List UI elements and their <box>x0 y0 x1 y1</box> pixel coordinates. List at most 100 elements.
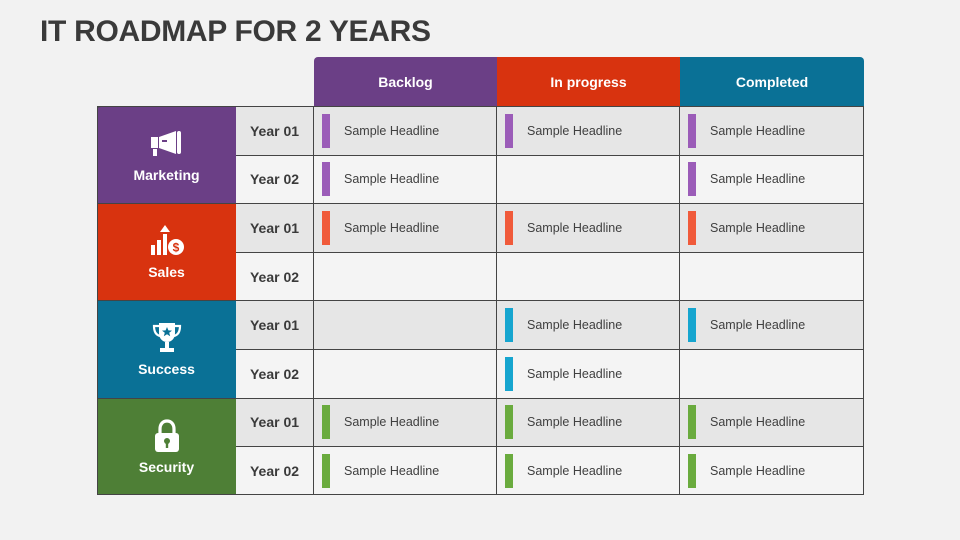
headline-item: Sample Headline <box>505 204 622 252</box>
roadmap-cell <box>314 251 497 301</box>
roadmap-cell <box>680 349 864 398</box>
headline-item: Sample Headline <box>505 350 622 398</box>
year-label: Year 02 <box>236 154 314 204</box>
status-bar <box>505 453 513 488</box>
status-bar <box>322 405 330 440</box>
headline-text: Sample Headline <box>527 463 623 478</box>
roadmap-cell: Sample Headline <box>314 203 497 252</box>
svg-text:$: $ <box>172 241 179 255</box>
headline-text: Sample Headline <box>527 220 623 235</box>
headline-text: Sample Headline <box>710 172 806 187</box>
sales-chart-icon: $ <box>149 224 185 258</box>
headline-text: Sample Headline <box>527 123 623 138</box>
roadmap-cell: Sample Headline <box>497 300 680 349</box>
trophy-icon <box>151 321 183 355</box>
year-label: Year 02 <box>236 446 314 495</box>
status-bar <box>505 405 513 440</box>
headline-text: Sample Headline <box>344 415 440 430</box>
roadmap-cell: Sample Headline <box>680 203 864 252</box>
roadmap-cell <box>497 154 680 204</box>
year-label: Year 02 <box>236 349 314 398</box>
category-sales: $ Sales <box>97 203 236 301</box>
headline-text: Sample Headline <box>344 172 440 187</box>
roadmap-cell: Sample Headline <box>680 154 864 204</box>
status-bar <box>505 113 513 148</box>
roadmap-cell <box>497 251 680 301</box>
year-label: Year 02 <box>236 251 314 301</box>
roadmap-cell: Sample Headline <box>497 349 680 398</box>
roadmap-cell <box>680 251 864 301</box>
column-header-backlog: Backlog <box>314 57 497 106</box>
status-bar <box>322 453 330 488</box>
roadmap-cell: Sample Headline <box>680 106 864 155</box>
status-bar <box>505 356 513 391</box>
headline-item: Sample Headline <box>688 399 805 447</box>
headline-item: Sample Headline <box>505 301 622 349</box>
roadmap-cell: Sample Headline <box>497 446 680 495</box>
headline-item: Sample Headline <box>322 204 439 252</box>
roadmap-cell: Sample Headline <box>497 397 680 447</box>
status-bar <box>322 162 330 197</box>
headline-item: Sample Headline <box>688 301 805 349</box>
headline-text: Sample Headline <box>710 463 806 478</box>
roadmap-cell: Sample Headline <box>680 446 864 495</box>
column-header-in-progress: In progress <box>497 57 680 106</box>
status-bar <box>688 453 696 488</box>
headline-text: Sample Headline <box>710 415 806 430</box>
roadmap-cell <box>314 349 497 398</box>
status-bar <box>322 210 330 245</box>
category-label: Sales <box>148 264 185 281</box>
status-bar <box>688 210 696 245</box>
roadmap-cell: Sample Headline <box>314 106 497 155</box>
category-marketing: Marketing <box>97 106 236 204</box>
roadmap-cell: Sample Headline <box>497 203 680 252</box>
headline-text: Sample Headline <box>344 463 440 478</box>
headline-item: Sample Headline <box>322 107 439 155</box>
headline-text: Sample Headline <box>344 220 440 235</box>
headline-text: Sample Headline <box>527 415 623 430</box>
roadmap-cell: Sample Headline <box>497 106 680 155</box>
roadmap-cell: Sample Headline <box>680 300 864 349</box>
year-label: Year 01 <box>236 106 314 155</box>
year-label: Year 01 <box>236 203 314 252</box>
status-bar <box>688 113 696 148</box>
headline-text: Sample Headline <box>527 318 623 333</box>
headline-item: Sample Headline <box>688 447 805 495</box>
year-label: Year 01 <box>236 397 314 447</box>
headline-text: Sample Headline <box>710 220 806 235</box>
headline-item: Sample Headline <box>688 107 805 155</box>
category-label: Marketing <box>133 167 200 184</box>
headline-text: Sample Headline <box>344 123 440 138</box>
roadmap-cell <box>314 300 497 349</box>
category-label: Success <box>138 361 195 378</box>
status-bar <box>505 308 513 343</box>
category-success: Success <box>97 300 236 398</box>
category-label: Security <box>138 458 195 475</box>
roadmap-cell: Sample Headline <box>314 154 497 204</box>
headline-text: Sample Headline <box>527 366 623 381</box>
roadmap-cell: Sample Headline <box>680 397 864 447</box>
headline-item: Sample Headline <box>688 204 805 252</box>
column-header-completed: Completed <box>680 57 864 106</box>
headline-item: Sample Headline <box>505 447 622 495</box>
megaphone-icon <box>150 127 184 161</box>
status-bar <box>322 113 330 148</box>
headline-text: Sample Headline <box>710 123 806 138</box>
status-bar <box>505 210 513 245</box>
headline-item: Sample Headline <box>322 399 439 447</box>
page-title: IT ROADMAP FOR 2 YEARS <box>40 15 431 48</box>
roadmap-cell: Sample Headline <box>314 446 497 495</box>
roadmap-cell: Sample Headline <box>314 397 497 447</box>
status-bar <box>688 405 696 440</box>
year-label: Year 01 <box>236 300 314 349</box>
headline-text: Sample Headline <box>710 318 806 333</box>
headline-item: Sample Headline <box>322 156 439 204</box>
lock-icon <box>152 419 182 453</box>
status-bar <box>688 308 696 343</box>
headline-item: Sample Headline <box>322 447 439 495</box>
headline-item: Sample Headline <box>688 156 805 204</box>
category-security: Security <box>97 397 236 495</box>
status-bar <box>688 162 696 197</box>
headline-item: Sample Headline <box>505 399 622 447</box>
headline-item: Sample Headline <box>505 107 622 155</box>
